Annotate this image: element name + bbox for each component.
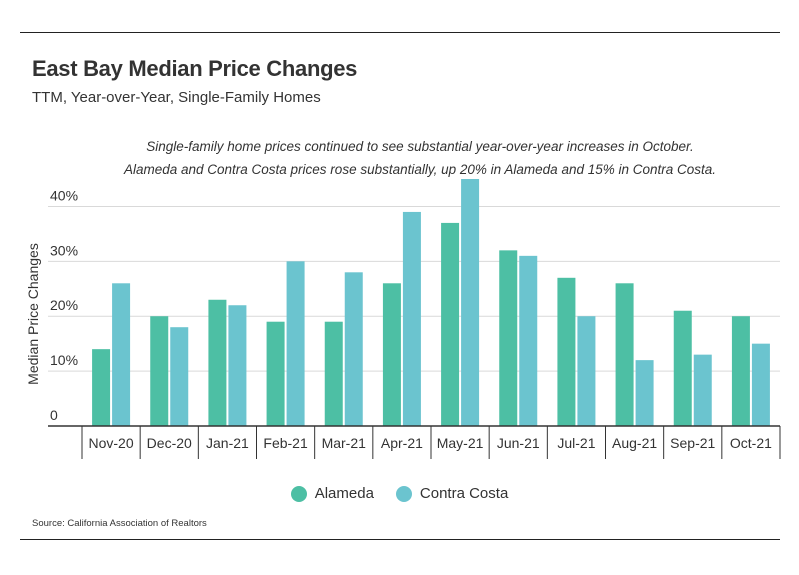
bar-alameda: [382, 283, 401, 426]
chart-title: East Bay Median Price Changes: [32, 56, 358, 81]
bar-contra-costa: [170, 327, 189, 426]
x-tick-label: Jan-21: [206, 435, 249, 451]
bar-contra-costa: [112, 283, 131, 426]
x-tick-label: Nov-20: [89, 435, 134, 451]
x-tick-label: Jul-21: [557, 435, 595, 451]
bar-alameda: [150, 316, 169, 426]
top-rule: [20, 32, 780, 33]
y-axis-label: Median Price Changes: [25, 243, 41, 385]
x-tick-label: Jun-21: [497, 435, 540, 451]
x-tick-label: Sep-21: [670, 435, 715, 451]
bar-contra-costa: [286, 261, 305, 426]
bar-alameda: [615, 283, 634, 426]
x-tick-label: Aug-21: [612, 435, 657, 451]
legend-item-contra-costa: Contra Costa: [395, 485, 509, 502]
bar-alameda: [324, 321, 343, 426]
bar-contra-costa: [344, 272, 363, 426]
bars: [92, 179, 770, 426]
bar-alameda: [208, 299, 227, 426]
y-tick-label: 10%: [50, 352, 78, 368]
x-tick-label: Dec-20: [147, 435, 192, 451]
bar-contra-costa: [519, 255, 538, 426]
x-axis: Nov-20 Dec-20 Jan-21 Feb-21 Mar-21 Apr-21 May-…: [48, 425, 781, 459]
legend-label-contra-costa: Contra Costa: [419, 485, 509, 502]
chart-subtitle: TTM, Year-over-Year, Single-Family Homes: [32, 89, 321, 106]
bar-alameda: [92, 349, 111, 426]
y-tick-label: 20%: [50, 297, 78, 313]
bar-contra-costa: [693, 354, 712, 426]
bar-alameda: [557, 277, 576, 426]
x-tick-label: Mar-21: [322, 435, 367, 451]
y-tick-label: 30%: [50, 242, 78, 258]
x-tick-label: Feb-21: [263, 435, 308, 451]
bar-alameda: [441, 222, 460, 426]
source-note: Source: California Association of Realto…: [32, 518, 207, 529]
bar-contra-costa: [228, 305, 247, 426]
legend: Alameda Contra Costa: [0, 485, 799, 502]
y-tick-label: 0: [50, 407, 58, 423]
bar-alameda: [499, 250, 518, 426]
bar-alameda: [673, 310, 692, 426]
bar-alameda: [731, 316, 750, 426]
bar-contra-costa: [402, 211, 421, 426]
legend-swatch-contra-costa: [395, 485, 412, 502]
chart-annotation: Single-family home prices continued to s…: [123, 139, 717, 177]
bar-contra-costa: [577, 316, 596, 426]
x-tick-label: Oct-21: [730, 435, 772, 451]
legend-label-alameda: Alameda: [314, 485, 374, 502]
bar-contra-costa: [635, 360, 654, 426]
x-tick-label: May-21: [437, 435, 484, 451]
y-axis-tick-labels: 0 10% 20% 30% 40%: [50, 187, 78, 423]
bar-alameda: [266, 321, 285, 426]
bar-contra-costa: [461, 179, 480, 426]
legend-item-alameda: Alameda: [290, 485, 374, 502]
bottom-rule: [20, 539, 780, 540]
bar-contra-costa: [751, 343, 770, 426]
y-tick-label: 40%: [50, 187, 78, 203]
x-tick-label: Apr-21: [381, 435, 423, 451]
legend-swatch-alameda: [290, 485, 307, 502]
